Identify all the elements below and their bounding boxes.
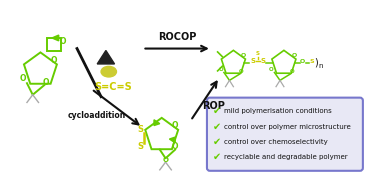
Text: O: O (172, 121, 178, 130)
Polygon shape (52, 35, 59, 41)
Text: O: O (43, 78, 50, 87)
Text: S: S (309, 59, 314, 64)
Ellipse shape (101, 66, 116, 77)
Text: S: S (138, 125, 144, 134)
Text: S: S (138, 142, 144, 151)
FancyBboxPatch shape (207, 98, 363, 171)
Text: O: O (218, 67, 223, 72)
Text: ✔: ✔ (212, 106, 221, 116)
Text: control over polymer microstructure: control over polymer microstructure (224, 124, 351, 130)
Text: mild polymerisation conditions: mild polymerisation conditions (224, 108, 332, 114)
Text: O: O (163, 157, 169, 163)
Polygon shape (169, 137, 175, 143)
Text: ✔: ✔ (212, 122, 221, 132)
Text: O: O (291, 53, 297, 58)
Text: ✔: ✔ (212, 152, 221, 162)
Text: S: S (260, 58, 265, 64)
Text: S: S (251, 58, 256, 64)
Text: cycloaddition: cycloaddition (67, 112, 125, 120)
Text: O: O (241, 53, 246, 58)
Text: O: O (239, 69, 243, 74)
Polygon shape (97, 50, 115, 64)
Text: O: O (269, 67, 274, 72)
Text: O: O (59, 37, 66, 46)
Text: ): ) (314, 58, 318, 68)
Text: S=C=S: S=C=S (95, 82, 132, 92)
Text: O: O (20, 74, 26, 83)
Text: O: O (290, 69, 294, 74)
Text: n: n (319, 63, 323, 69)
Text: control over chemoselectivity: control over chemoselectivity (224, 139, 328, 145)
Text: O: O (172, 142, 178, 151)
Text: O: O (51, 56, 57, 65)
Text: S: S (256, 51, 260, 56)
Polygon shape (154, 120, 160, 125)
Text: O: O (300, 59, 305, 64)
Text: ROP: ROP (202, 101, 225, 111)
Text: recyclable and degradable polymer: recyclable and degradable polymer (224, 154, 348, 160)
Text: ✔: ✔ (212, 137, 221, 147)
Text: ROCOP: ROCOP (158, 32, 196, 42)
